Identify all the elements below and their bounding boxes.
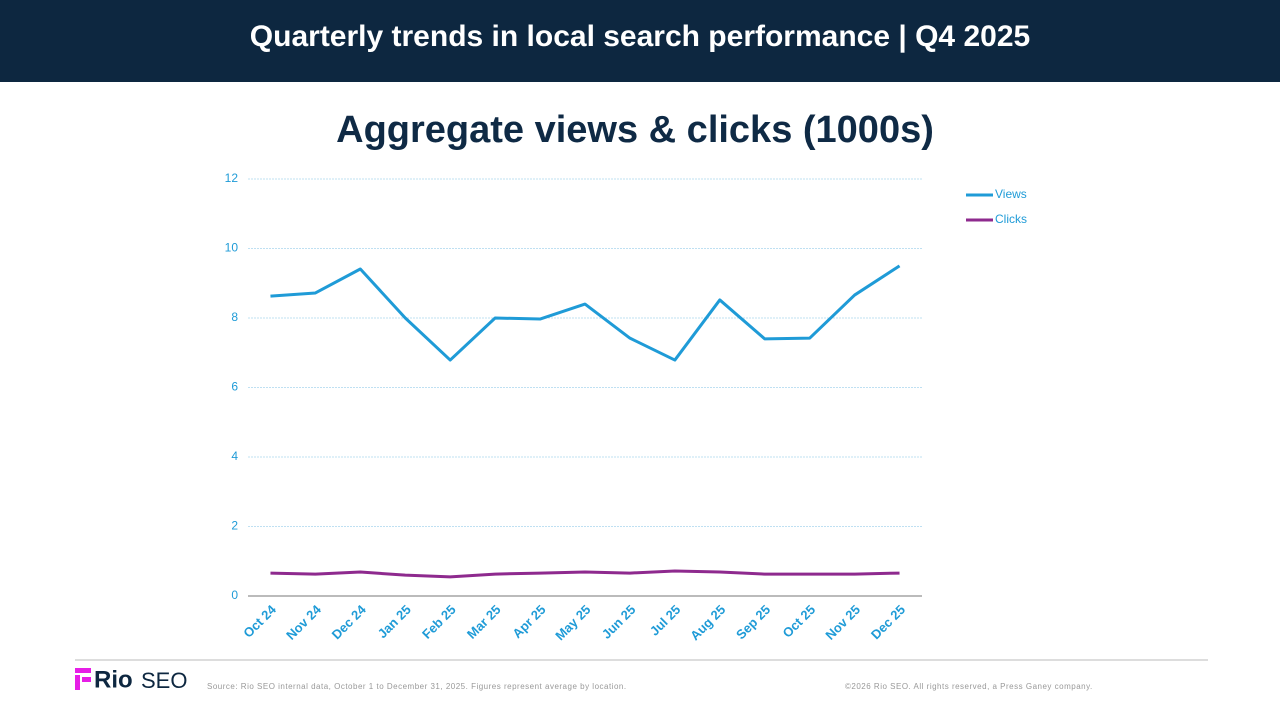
legend-label: Clicks <box>995 212 1027 226</box>
copyright: ©2026 Rio SEO. All rights reserved, a Pr… <box>845 682 1093 691</box>
logo-bold: Rio <box>94 666 133 693</box>
x-tick-label: Dec 24 <box>329 601 370 642</box>
x-tick-label: Apr 25 <box>509 602 548 641</box>
x-tick-label: May 25 <box>552 602 593 643</box>
y-tick-label: 2 <box>231 519 238 533</box>
y-tick-label: 0 <box>231 588 238 602</box>
header-title: Quarterly trends in local search perform… <box>250 20 1030 53</box>
x-tick-label: Jan 25 <box>375 602 414 641</box>
y-tick-label: 12 <box>225 171 239 185</box>
header-bar <box>0 0 1280 82</box>
y-tick-label: 8 <box>231 310 238 324</box>
source-note: Source: Rio SEO internal data, October 1… <box>207 682 627 691</box>
logo-light: SEO <box>141 668 187 693</box>
x-tick-label: Sep 25 <box>733 602 773 642</box>
x-tick-label: Jul 25 <box>647 602 684 639</box>
logo-icon <box>75 668 91 690</box>
x-tick-label: Oct 25 <box>780 602 819 641</box>
y-tick-label: 6 <box>231 380 238 394</box>
y-tick-label: 10 <box>225 241 239 255</box>
x-tick-label: Nov 25 <box>822 602 863 643</box>
x-tick-label: Dec 25 <box>868 602 908 642</box>
x-tick-label: Feb 25 <box>419 602 459 642</box>
legend-label: Views <box>995 187 1027 201</box>
series-line <box>270 569 900 579</box>
x-tick-label: Oct 24 <box>240 601 279 640</box>
y-tick-label: 4 <box>231 449 238 463</box>
x-tick-label: Aug 25 <box>687 602 728 643</box>
x-tick-label: Mar 25 <box>464 602 504 642</box>
x-tick-label: Nov 24 <box>283 601 324 642</box>
series-line <box>270 264 901 362</box>
chart-title: Aggregate views & clicks (1000s) <box>336 109 934 151</box>
x-tick-label: Jun 25 <box>599 602 639 642</box>
